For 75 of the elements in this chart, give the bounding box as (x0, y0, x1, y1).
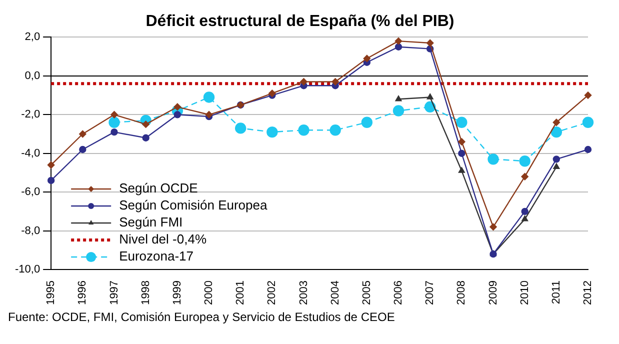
x-tick-label: 2002 (266, 280, 278, 306)
point (521, 173, 528, 180)
x-tick-label: 2006 (392, 280, 405, 306)
point (488, 154, 499, 165)
point (582, 116, 594, 128)
x-tick-label: 2007 (424, 280, 436, 306)
x-tick-label: 2012 (582, 280, 594, 306)
x-tick-label: 2003 (298, 280, 310, 306)
point (394, 43, 402, 50)
point (79, 130, 86, 138)
y-tick-label: -6,0 (21, 186, 40, 198)
y-tick-label: -10,0 (14, 264, 40, 276)
point (426, 39, 434, 47)
point (392, 105, 404, 116)
legend-label: Según Comisión Europea (119, 198, 268, 213)
chart-title: Déficit estructural de España (% del PIB) (146, 13, 454, 30)
x-tick-label: 1995 (45, 280, 58, 306)
point (584, 146, 592, 154)
x-tick-label: 2011 (550, 280, 562, 304)
point (142, 134, 150, 142)
x-tick-label: 2004 (329, 280, 342, 306)
point (332, 78, 339, 86)
point (298, 124, 310, 136)
point (456, 116, 468, 128)
x-tick-label: 2005 (360, 280, 373, 306)
x-tick-label: 1998 (140, 280, 152, 306)
point (110, 128, 118, 136)
y-tick-label: -2,0 (21, 108, 40, 121)
point (142, 120, 150, 128)
x-tick-label: 2000 (203, 280, 216, 306)
point (426, 94, 434, 100)
legend-label: Eurozona-17 (119, 248, 194, 264)
y-tick-label: 0,0 (24, 70, 40, 82)
point (519, 156, 530, 167)
point (550, 126, 562, 138)
point (552, 156, 560, 163)
x-tick-label: 2001 (234, 280, 247, 306)
point (108, 116, 120, 128)
legend-label: Nivel del -0,4% (119, 232, 207, 247)
point (330, 124, 341, 136)
y-tick-label: -8,0 (21, 224, 40, 237)
point (394, 37, 402, 45)
x-tick-label: 1999 (171, 280, 184, 306)
x-tick-label: 2009 (487, 280, 500, 306)
point (203, 92, 215, 103)
point (266, 126, 278, 138)
point (521, 208, 528, 216)
point (110, 111, 118, 118)
point (458, 138, 466, 146)
x-tick-label: 1997 (108, 280, 120, 306)
point (300, 78, 308, 86)
point (458, 150, 466, 157)
point (47, 176, 55, 184)
point (522, 216, 528, 222)
point (553, 163, 560, 170)
point (174, 111, 182, 118)
point (79, 146, 86, 154)
x-tick-label: 2010 (518, 280, 531, 306)
point (363, 54, 371, 62)
point (395, 96, 402, 102)
point (47, 161, 55, 169)
y-tick-label: -4,0 (21, 147, 40, 160)
point (361, 116, 373, 128)
legend-label: Según FMI (119, 214, 183, 230)
legend-label: Según OCDE (119, 180, 198, 196)
x-tick-label: 2008 (456, 280, 468, 306)
y-tick-label: 2,0 (24, 31, 40, 44)
x-tick-label: 1996 (76, 280, 89, 306)
point (490, 223, 497, 231)
point (234, 122, 246, 134)
source-note: Fuente: OCDE, FMI, Comisión Europea y Servicio de Estudios de CEOE (8, 310, 396, 324)
point (584, 92, 592, 99)
point (424, 101, 436, 112)
point (458, 167, 465, 173)
point (552, 118, 560, 126)
